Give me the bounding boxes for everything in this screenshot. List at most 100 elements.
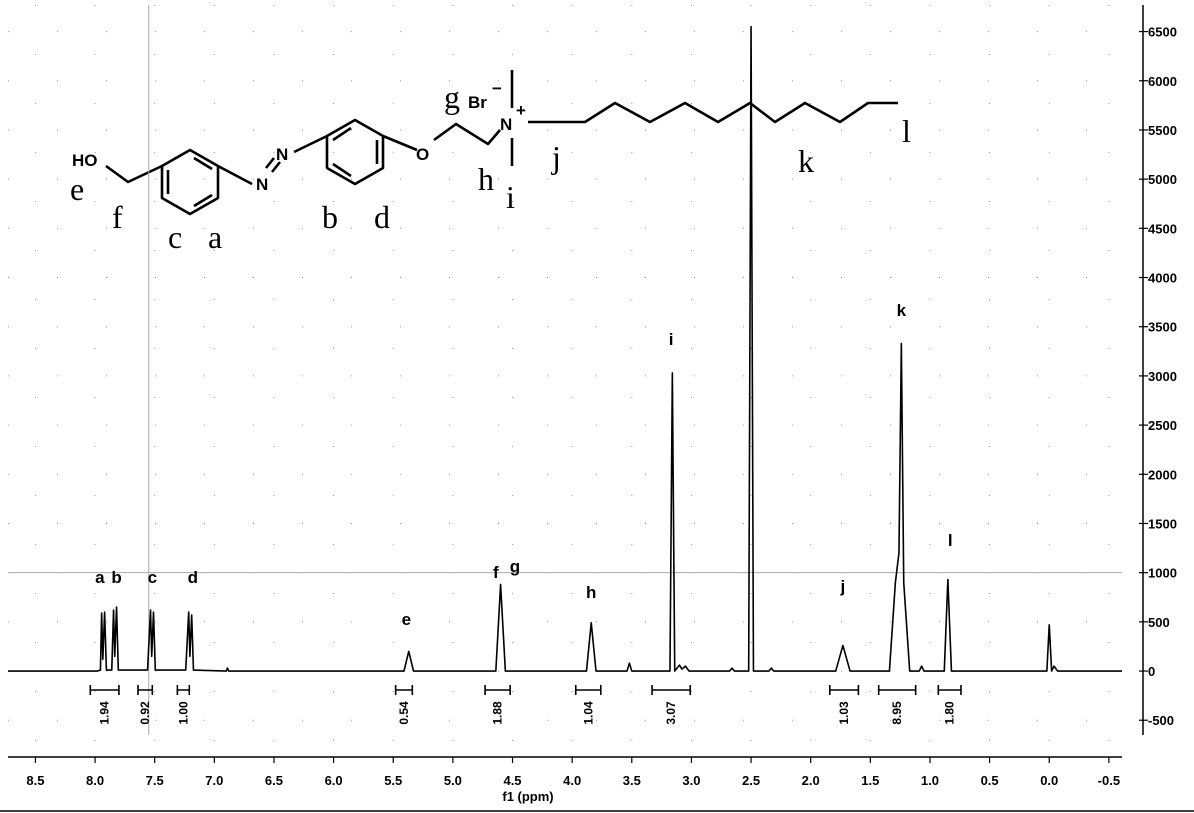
proton-label: k: [798, 143, 814, 179]
proton-label: j: [551, 139, 561, 175]
peak-label: e: [402, 610, 411, 629]
y-tick-label: 0: [1148, 664, 1155, 679]
atom: O: [416, 145, 429, 164]
y-tick-label: 3000: [1148, 369, 1177, 384]
peak-label: a: [95, 568, 105, 587]
proton-label: i: [506, 179, 515, 215]
integral-label: 8.95: [890, 701, 904, 725]
integral-bracket: [574, 685, 602, 695]
integral-bracket: [877, 685, 917, 695]
x-tick-label: 6.0: [325, 773, 343, 788]
ring: [160, 148, 220, 216]
atom: N: [256, 175, 268, 194]
x-tick-label: 5.0: [444, 773, 462, 788]
x-tick-label: -0.5: [1098, 773, 1120, 788]
ring-bond: [332, 162, 352, 178]
y-tick-label: 1500: [1148, 516, 1177, 531]
integral-label: 1.94: [98, 701, 112, 725]
proton-label: l: [902, 113, 911, 149]
integral-bracket: [937, 685, 962, 695]
integral-bracket: [137, 685, 154, 695]
x-tick-label: 8.5: [26, 773, 44, 788]
peak-label: d: [188, 568, 198, 587]
bond: [382, 134, 418, 152]
peak-label: j: [840, 577, 846, 596]
proton-label: e: [70, 171, 84, 207]
proton-label: h: [478, 161, 494, 197]
y-tick-label: 3500: [1148, 320, 1177, 335]
atom: Br: [468, 93, 487, 112]
atom: N: [500, 115, 512, 134]
proton-label: g: [444, 79, 460, 115]
peak-label: b: [111, 568, 121, 587]
x-tick-label: 1.5: [861, 773, 879, 788]
integral-bracket: [89, 685, 120, 695]
x-tick-label: 4.0: [563, 773, 581, 788]
charge: +: [516, 101, 526, 120]
x-tick-label: 8.0: [86, 773, 104, 788]
y-tick-label: 2000: [1148, 467, 1177, 482]
x-tick-label: 3.5: [623, 773, 641, 788]
x-tick-label: 3.0: [682, 773, 700, 788]
x-tick-label: 4.5: [503, 773, 521, 788]
chain: [528, 101, 898, 124]
ring-bond: [332, 126, 352, 142]
y-tick-label: 6500: [1148, 25, 1177, 40]
x-tick-label: 1.0: [921, 773, 939, 788]
peak-label: c: [148, 568, 157, 587]
x-tick-label: 5.5: [384, 773, 402, 788]
integral-label: 0.54: [397, 701, 411, 725]
grid: [8, 5, 1122, 757]
y-tick-label: 4000: [1148, 271, 1177, 286]
y-tick-label: -500: [1148, 713, 1174, 728]
integral-label: 1.04: [581, 701, 595, 725]
peak-label: l: [948, 531, 953, 550]
y-tick-label: 4500: [1148, 221, 1177, 236]
y-tick-label: 1000: [1148, 566, 1177, 581]
integral-label: 3.07: [664, 701, 678, 725]
x-tick-label: 7.5: [146, 773, 164, 788]
proton-label: d: [374, 199, 390, 235]
integral-label: 1.80: [943, 701, 957, 725]
bond: [264, 157, 276, 169]
proton-label: c: [168, 219, 182, 255]
peak-label: h: [586, 583, 596, 602]
y-tick-label: 2500: [1148, 418, 1177, 433]
y-tick-label: 500: [1148, 615, 1170, 630]
integral-label: 0.92: [138, 701, 152, 725]
y-tick-label: 6000: [1148, 74, 1177, 89]
integral-bracket: [651, 685, 692, 695]
peak-label: g: [510, 557, 520, 576]
x-tick-label: 2.5: [742, 773, 760, 788]
ring-bond: [193, 193, 213, 208]
y-tick-label: 5000: [1148, 172, 1177, 187]
structure: HO N N O Br N − + e f c a b d g h i j k …: [70, 70, 911, 255]
integral-bracket: [828, 685, 860, 695]
integral-label: 1.00: [176, 701, 190, 725]
x-tick-label: 6.5: [265, 773, 283, 788]
charge: −: [492, 79, 502, 98]
proton-label: b: [322, 199, 338, 235]
spectrum: [8, 25, 1122, 672]
bond: [105, 164, 163, 184]
ring: [325, 118, 385, 186]
peak-label: f: [493, 563, 499, 582]
bond: [433, 122, 501, 146]
y-tick-label: 5500: [1148, 123, 1177, 138]
x-tick-label: 0.0: [1040, 773, 1058, 788]
x-tick-label: 2.0: [802, 773, 820, 788]
ring-bond: [193, 156, 213, 171]
x-tick-label: 7.0: [205, 773, 223, 788]
proton-label: f: [112, 199, 123, 235]
bond: [270, 161, 282, 173]
integral-bracket: [394, 685, 414, 695]
x-axis-label: f1 (ppm): [502, 789, 553, 804]
integral-bracket: [176, 685, 191, 695]
integral-label: 1.88: [491, 701, 505, 725]
bond: [293, 134, 328, 154]
proton-label: a: [208, 219, 222, 255]
x-tick-label: 0.5: [981, 773, 999, 788]
integral-label: 1.03: [837, 701, 851, 725]
peak-label: k: [897, 301, 907, 320]
